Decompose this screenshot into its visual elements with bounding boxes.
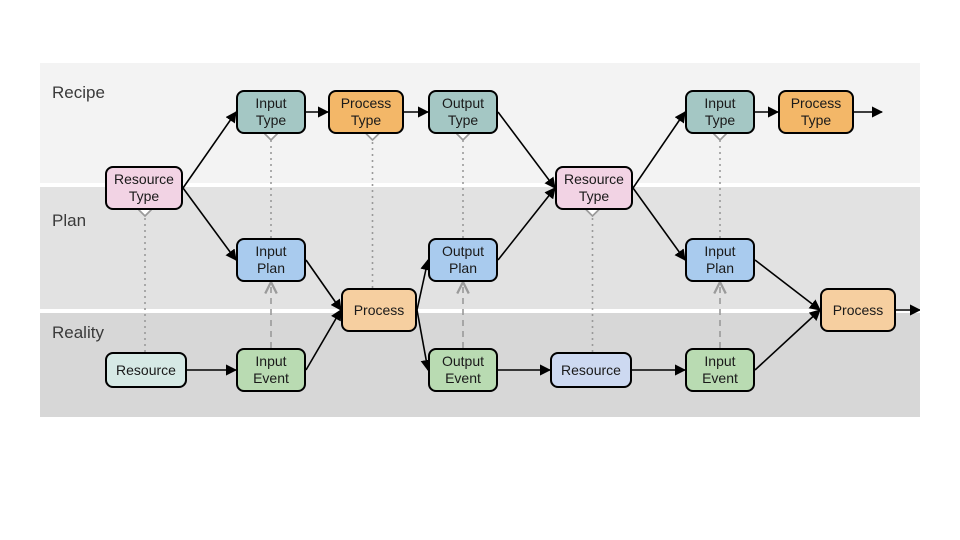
node-rt1: ResourceType (105, 166, 183, 210)
node-ie2: InputEvent (685, 348, 755, 392)
node-rt2: ResourceType (555, 166, 633, 210)
lane-label-plan: Plan (52, 211, 86, 231)
node-it1: InputType (236, 90, 306, 134)
node-ip1: InputPlan (236, 238, 306, 282)
diagram-canvas: Recipe Plan Reality ResourceType InputType P… (40, 63, 920, 417)
lane-label-reality: Reality (52, 323, 104, 343)
node-op1: OutputPlan (428, 238, 498, 282)
node-it2: InputType (685, 90, 755, 134)
node-ot1: OutputType (428, 90, 498, 134)
node-res2: Resource (550, 352, 632, 388)
lane-label-recipe: Recipe (52, 83, 105, 103)
node-pt2: ProcessType (778, 90, 854, 134)
node-oe1: OutputEvent (428, 348, 498, 392)
node-res1: Resource (105, 352, 187, 388)
node-ie1: InputEvent (236, 348, 306, 392)
node-proc2: Process (820, 288, 896, 332)
node-pt1: ProcessType (328, 90, 404, 134)
node-ip2: InputPlan (685, 238, 755, 282)
node-proc1: Process (341, 288, 417, 332)
